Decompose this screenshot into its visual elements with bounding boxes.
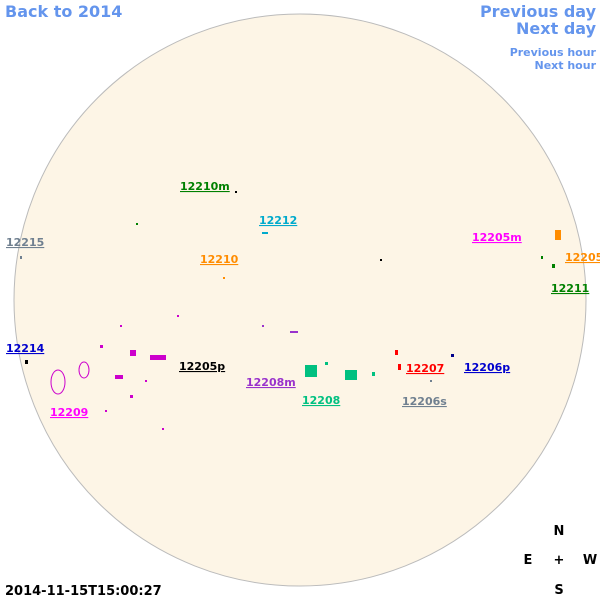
- sunspots: [20, 191, 561, 430]
- region-label[interactable]: 12205p: [179, 360, 225, 373]
- next-hour-link[interactable]: Next hour: [535, 59, 597, 72]
- region-label[interactable]: 12210: [200, 253, 239, 266]
- solar-disk: [13, 13, 587, 587]
- compass-center: +: [554, 553, 565, 568]
- region-label[interactable]: 12205m: [472, 231, 522, 244]
- region-label[interactable]: 12215: [6, 236, 44, 249]
- compass-west: W: [583, 553, 597, 568]
- region-label[interactable]: 12208: [302, 394, 340, 407]
- compass-south: S: [554, 583, 563, 598]
- compass-north: N: [554, 524, 565, 539]
- region-label[interactable]: 12205: [565, 251, 600, 264]
- region-label[interactable]: 12206s: [402, 395, 447, 408]
- previous-hour-link[interactable]: Previous hour: [510, 46, 597, 59]
- region-label[interactable]: 12206p: [464, 361, 510, 374]
- region-label[interactable]: 12211: [551, 282, 589, 295]
- compass-east: E: [524, 553, 533, 568]
- region-label[interactable]: 12212: [259, 214, 297, 227]
- region-label[interactable]: 12210m: [180, 180, 230, 193]
- region-label[interactable]: 12207: [406, 362, 444, 375]
- region-label[interactable]: 12209: [50, 406, 88, 419]
- timestamp: 2014-11-15T15:00:27: [5, 584, 162, 599]
- back-link[interactable]: Back to 2014: [5, 2, 122, 21]
- region-label[interactable]: 12208m: [246, 376, 296, 389]
- region-label[interactable]: 12214: [6, 342, 45, 355]
- next-day-link[interactable]: Next day: [516, 19, 597, 38]
- previous-day-link[interactable]: Previous day: [480, 2, 597, 21]
